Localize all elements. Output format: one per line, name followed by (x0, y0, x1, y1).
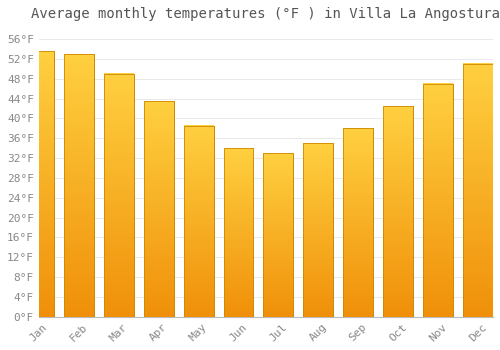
Bar (144, 101, 174, 317)
Bar (344, 128, 374, 317)
Bar (264, 153, 294, 317)
Bar (463, 64, 493, 317)
Bar (383, 106, 413, 317)
Bar (104, 74, 134, 317)
Bar (24, 51, 54, 317)
Bar (224, 148, 254, 317)
Bar (184, 126, 214, 317)
Bar (24, 51, 54, 317)
Bar (64, 54, 94, 317)
Bar (104, 74, 134, 317)
Bar (264, 153, 294, 317)
Title: Average monthly temperatures (°F ) in Villa La Angostura: Average monthly temperatures (°F ) in Vi… (32, 7, 500, 21)
Bar (423, 84, 453, 317)
Bar (64, 54, 94, 317)
Bar (184, 126, 214, 317)
Bar (224, 148, 254, 317)
Bar (423, 84, 453, 317)
Bar (144, 101, 174, 317)
Bar (383, 106, 413, 317)
Bar (304, 143, 334, 317)
Bar (463, 64, 493, 317)
Bar (344, 128, 374, 317)
Bar (304, 143, 334, 317)
